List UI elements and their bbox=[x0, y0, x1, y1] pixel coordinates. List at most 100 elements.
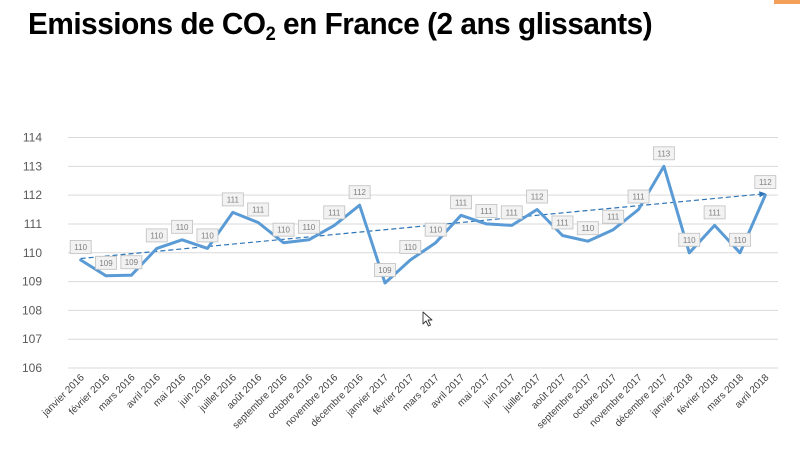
y-tick-label: 112 bbox=[23, 188, 42, 202]
data-label-box bbox=[348, 185, 371, 200]
data-label-box bbox=[69, 240, 92, 254]
y-tick-label: 107 bbox=[22, 332, 42, 346]
data-label-text: 111 bbox=[252, 205, 265, 214]
data-label-box bbox=[145, 228, 168, 243]
data-label-box bbox=[424, 222, 447, 237]
data-label: 111 bbox=[551, 215, 574, 230]
data-label-box bbox=[247, 202, 270, 217]
y-tick-label: 109 bbox=[22, 275, 42, 289]
data-label-text: 110 bbox=[683, 236, 696, 245]
data-label: 112 bbox=[754, 175, 777, 190]
y-tick-label: 113 bbox=[23, 159, 42, 173]
y-tick-label: 111 bbox=[24, 217, 43, 231]
data-label-box bbox=[171, 219, 194, 234]
data-label-text: 110 bbox=[404, 243, 417, 252]
y-tick-label: 110 bbox=[23, 246, 42, 260]
data-label-box bbox=[729, 232, 751, 247]
data-label-text: 110 bbox=[303, 223, 316, 232]
corner-accent bbox=[774, 0, 800, 4]
data-label-text: 110 bbox=[277, 226, 290, 235]
data-label-box bbox=[602, 209, 625, 224]
data-label: 112 bbox=[348, 185, 371, 200]
data-label-text: 111 bbox=[480, 207, 493, 216]
data-label-box bbox=[500, 205, 523, 220]
data-label-text: 112 bbox=[531, 193, 544, 202]
data-label-box bbox=[475, 204, 498, 218]
title-rest: en France (2 ans glissants) bbox=[275, 6, 653, 41]
data-label: 111 bbox=[247, 202, 270, 217]
trendline bbox=[80, 191, 767, 260]
data-label-box bbox=[120, 255, 143, 270]
data-label-text: 110 bbox=[150, 231, 163, 240]
data-label: 111 bbox=[475, 204, 498, 218]
data-label-text: 113 bbox=[658, 149, 671, 158]
data-label-text: 110 bbox=[734, 236, 747, 245]
data-label-text: 111 bbox=[506, 208, 519, 217]
data-label: 109 bbox=[95, 255, 117, 270]
data-label: 111 bbox=[627, 189, 650, 204]
data-label: 110 bbox=[576, 221, 599, 236]
data-label-text: 111 bbox=[556, 218, 569, 227]
data-labels: 110 109 109 110 110 110 111 111 110 110 111 112 109 1… bbox=[69, 146, 777, 277]
data-label-box bbox=[576, 221, 599, 236]
data-label-text: 109 bbox=[125, 258, 139, 267]
data-label-box bbox=[297, 219, 320, 234]
mouse-pointer-icon bbox=[422, 311, 433, 327]
y-axis-ticks: 106 107 108 109 110 111 112 113 114 bbox=[22, 131, 42, 376]
data-label-box bbox=[627, 189, 650, 204]
series-line bbox=[79, 164, 767, 285]
trendline-group bbox=[80, 191, 767, 260]
slide-title: Emissions de CO2 en France (2 ans glissa… bbox=[28, 6, 653, 45]
data-label-box bbox=[450, 195, 472, 210]
data-label-text: 110 bbox=[74, 243, 87, 252]
data-label: 110 bbox=[399, 240, 422, 254]
data-label: 110 bbox=[297, 219, 320, 234]
y-tick-label: 114 bbox=[23, 131, 42, 145]
data-label: 110 bbox=[272, 222, 295, 237]
data-label: 110 bbox=[145, 228, 168, 243]
data-label-text: 112 bbox=[759, 178, 772, 187]
data-label-text: 111 bbox=[455, 198, 468, 207]
data-label-box bbox=[272, 222, 295, 237]
data-label-text: 111 bbox=[607, 213, 620, 222]
data-label-box bbox=[374, 263, 396, 277]
data-label-box bbox=[678, 232, 701, 247]
y-tick-label: 106 bbox=[22, 361, 42, 375]
data-label-box bbox=[323, 205, 346, 220]
data-label-text: 111 bbox=[328, 208, 341, 217]
data-label: 110 bbox=[678, 232, 701, 247]
data-label: 110 bbox=[69, 240, 92, 254]
data-label: 111 bbox=[703, 205, 726, 220]
data-label: 111 bbox=[450, 195, 472, 210]
data-label-text: 109 bbox=[378, 266, 392, 275]
data-label-box bbox=[95, 255, 117, 270]
data-label-text: 111 bbox=[709, 208, 722, 217]
data-label-box bbox=[754, 175, 777, 190]
data-label: 111 bbox=[221, 192, 244, 207]
data-label-text: 110 bbox=[176, 223, 189, 232]
data-label: 109 bbox=[120, 255, 143, 270]
data-label-text: 111 bbox=[632, 193, 645, 202]
data-label: 111 bbox=[602, 209, 625, 224]
data-label-text: 112 bbox=[353, 188, 366, 197]
data-label-text: 110 bbox=[429, 226, 442, 235]
data-label-box bbox=[703, 205, 726, 220]
data-label: 110 bbox=[196, 228, 219, 243]
data-label: 112 bbox=[526, 189, 549, 204]
data-label-text: 110 bbox=[581, 224, 594, 233]
data-label: 111 bbox=[500, 205, 523, 220]
data-label-text: 110 bbox=[201, 231, 214, 240]
data-label: 109 bbox=[374, 263, 396, 277]
y-tick-label: 108 bbox=[22, 303, 42, 317]
data-label-text: 111 bbox=[227, 195, 240, 204]
title-main: Emissions de CO bbox=[28, 6, 266, 41]
data-label-box bbox=[526, 189, 549, 204]
data-label-text: 109 bbox=[99, 259, 113, 268]
data-label: 110 bbox=[424, 222, 447, 237]
series-group bbox=[79, 164, 767, 285]
data-label-box bbox=[399, 240, 422, 254]
data-label: 111 bbox=[323, 205, 346, 220]
title-subscript: 2 bbox=[265, 24, 276, 45]
